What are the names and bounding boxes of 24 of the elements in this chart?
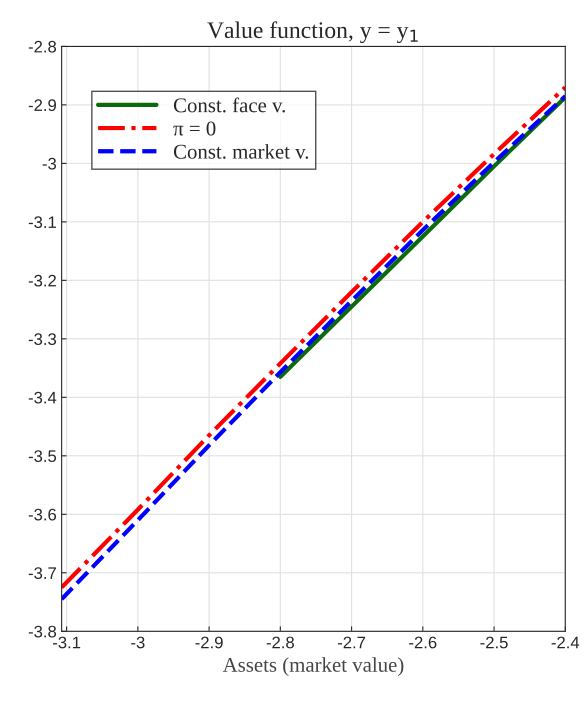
legend-label: π = 0 [173, 122, 216, 136]
x-tick-label: -2.8 [266, 636, 294, 648]
y-tick-label: -3.5 [28, 450, 56, 462]
x-tick-label: -2.7 [338, 636, 366, 648]
y-tick-label: -3.7 [28, 567, 56, 580]
y-tick-label: -3 [42, 158, 56, 170]
y-tick-label: -3.6 [28, 508, 56, 521]
x-tick-label: -3 [131, 636, 145, 648]
chart-title: Value function, y = y$_{1}$ [207, 21, 418, 44]
x-tick-label: -2.4 [552, 636, 580, 648]
y-tick-label: -2.8 [28, 40, 56, 53]
x-tick-label: -3.1 [53, 636, 80, 648]
legend-label: Const. market v. [174, 144, 308, 159]
y-tick-label: -2.9 [28, 99, 56, 112]
x-axis-title: Assets (market value) [222, 657, 404, 676]
x-tick-label: -2.6 [409, 636, 436, 648]
y-tick-label: -3.4 [28, 392, 56, 404]
legend-label: Const. face v. [174, 98, 285, 112]
y-tick-label: -3.1 [28, 216, 56, 228]
x-tick-label: -2.5 [480, 636, 508, 648]
x-tick-label: -2.9 [195, 636, 223, 648]
y-tick-label: -3.2 [28, 274, 56, 287]
y-tick-label: -3.8 [28, 626, 56, 638]
y-tick-label: -3.3 [28, 333, 56, 346]
